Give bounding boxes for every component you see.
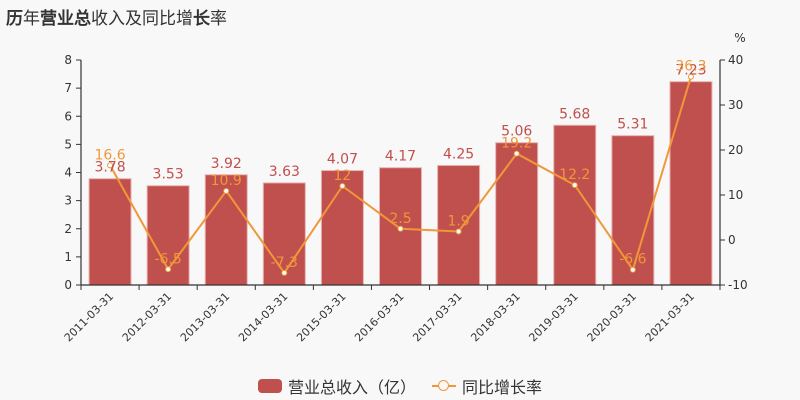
bar-value-label: 5.06: [501, 124, 532, 140]
left-tick-label: 8: [64, 53, 72, 67]
right-axis-unit: %: [734, 31, 745, 45]
bar-value-label: 3.53: [153, 167, 184, 183]
legend-item-growth[interactable]: 同比增长率: [432, 374, 542, 398]
legend-item-revenue[interactable]: 营业总收入（亿）: [257, 374, 416, 398]
revenue-bar[interactable]: [320, 170, 364, 286]
x-tick-label: 2019-03-31: [526, 290, 580, 344]
chart-title: 历年营业总收入及同比增长率: [6, 9, 227, 29]
x-tick-label: 2017-03-31: [410, 290, 464, 344]
growth-point[interactable]: [629, 266, 636, 273]
x-tick-label: 2014-03-31: [236, 290, 290, 344]
x-tick-label: 2012-03-31: [120, 290, 174, 344]
bar-value-label: 7.23: [675, 63, 706, 79]
growth-point[interactable]: [397, 225, 404, 232]
right-tick-label: 10: [728, 188, 743, 202]
bar-value-label: 5.68: [559, 106, 590, 122]
x-tick-label: 2016-03-31: [352, 290, 406, 344]
growth-point[interactable]: [687, 73, 694, 80]
bar-value-label: 3.63: [269, 164, 300, 180]
growth-value-label: -6.6: [619, 252, 646, 268]
left-tick-label: 0: [64, 278, 72, 292]
growth-point[interactable]: [107, 162, 114, 169]
revenue-bar[interactable]: [88, 178, 132, 286]
growth-value-label: -6.5: [154, 251, 181, 267]
legend-label-revenue: 营业总收入（亿）: [287, 378, 416, 397]
right-tick-label: 30: [728, 98, 743, 112]
x-tick-label: 2018-03-31: [468, 290, 522, 344]
x-tick-label: 2011-03-31: [62, 290, 116, 344]
growth-value-label: 12: [333, 168, 351, 184]
growth-point[interactable]: [513, 150, 520, 157]
legend: 营业总收入（亿） 同比增长率: [0, 374, 800, 398]
left-tick-label: 2: [64, 222, 72, 236]
x-tick-label: 2020-03-31: [585, 290, 639, 344]
legend-label-growth: 同比增长率: [462, 378, 543, 397]
left-tick-label: 5: [64, 137, 72, 151]
bar-swatch-icon: [257, 379, 282, 393]
growth-point[interactable]: [281, 269, 288, 276]
growth-point[interactable]: [455, 228, 462, 235]
growth-point[interactable]: [571, 182, 578, 189]
growth-point[interactable]: [223, 187, 230, 194]
revenue-bar[interactable]: [262, 182, 306, 286]
bar-value-label: 5.31: [617, 117, 648, 133]
line-marker-icon: [432, 379, 456, 393]
bar-value-label: 4.17: [385, 149, 416, 165]
left-tick-label: 4: [64, 166, 72, 180]
growth-value-label: 10.9: [211, 173, 242, 189]
bar-value-label: 4.07: [327, 152, 358, 168]
growth-point[interactable]: [165, 266, 172, 273]
revenue-bar[interactable]: [669, 81, 713, 286]
right-tick-label: 0: [728, 233, 736, 247]
growth-value-label: 19.2: [501, 136, 532, 152]
growth-value-label: 16.6: [94, 147, 125, 163]
revenue-bar[interactable]: [495, 142, 539, 286]
growth-value-label: 2.5: [389, 211, 411, 227]
left-tick-label: 3: [64, 194, 72, 208]
data-labels: 3.78 3.53 3.92 3.63 4.07 4.17 4.25 5.06 5.68 5.31…: [94, 59, 706, 271]
growth-value-label: 12.2: [559, 167, 590, 183]
bar-value-label: 4.25: [443, 146, 474, 162]
growth-value-label: -7.3: [271, 255, 298, 271]
growth-value-label: 1.9: [447, 213, 469, 229]
growth-point[interactable]: [339, 183, 346, 189]
right-tick-label: 40: [728, 53, 743, 67]
bar-value-label: 3.92: [211, 156, 242, 172]
x-tick-label: 2013-03-31: [178, 290, 232, 344]
revenue-bar[interactable]: [611, 135, 655, 286]
x-tick-label: 2015-03-31: [294, 290, 348, 344]
revenue-bar[interactable]: [437, 164, 481, 286]
growth-value-label: 36.3: [675, 59, 706, 75]
right-tick-label: -10: [728, 278, 748, 292]
left-tick-label: 1: [64, 250, 72, 264]
x-tick-label: 2021-03-31: [643, 290, 697, 344]
left-tick-label: 7: [64, 81, 72, 95]
growth-line: [107, 73, 694, 276]
bar-value-label: 3.78: [94, 160, 125, 176]
left-tick-label: 6: [64, 109, 72, 123]
right-tick-label: 20: [728, 143, 743, 157]
